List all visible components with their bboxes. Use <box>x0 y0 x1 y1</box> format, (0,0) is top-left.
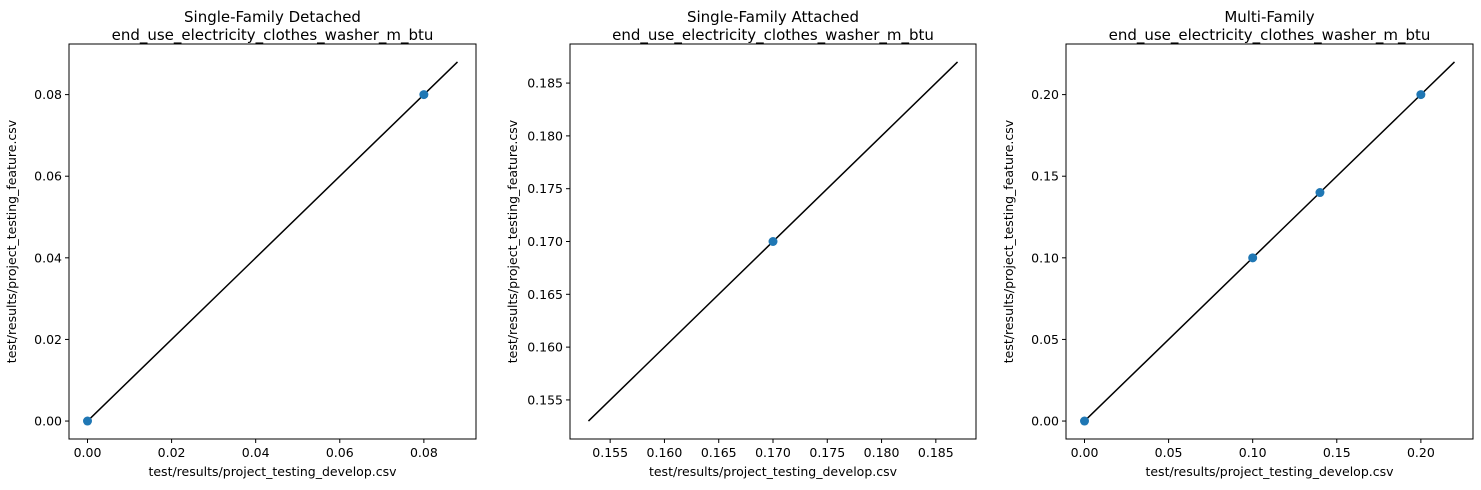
data-point <box>1080 416 1089 426</box>
chart-panel-1: Single-Family Detachedend_use_electricit… <box>4 8 477 479</box>
chart-panel-2: Single-Family Attachedend_use_electricit… <box>505 8 977 479</box>
x-axis-label: test/results/project_testing_develop.csv <box>148 464 397 479</box>
data-point <box>83 416 92 426</box>
chart-title-line-2: end_use_electricity_clothes_washer_m_btu <box>112 26 434 45</box>
y-tick-label: 0.180 <box>527 128 563 143</box>
x-tick-label: 0.10 <box>1239 445 1267 460</box>
x-tick-label: 0.165 <box>701 445 737 460</box>
chart-title-line-1: Single-Family Detached <box>184 8 361 26</box>
y-tick-label: 0.05 <box>1031 332 1059 347</box>
y-tick-label: 0.15 <box>1031 169 1059 184</box>
x-tick-label: 0.170 <box>755 445 791 460</box>
y-tick-label: 0.10 <box>1031 250 1059 265</box>
reference-line <box>86 61 459 422</box>
chart-panel-3: Multi-Familyend_use_electricity_clothes_… <box>1001 8 1474 479</box>
y-tick-label: 0.00 <box>1031 414 1059 429</box>
y-axis-label: test/results/project_testing_feature.csv <box>4 119 19 363</box>
data-point <box>1416 90 1426 100</box>
chart-title-line-1: Multi-Family <box>1224 8 1314 26</box>
x-tick-label: 0.160 <box>647 445 683 460</box>
data-point <box>1315 188 1325 198</box>
x-tick-label: 0.00 <box>1071 445 1099 460</box>
y-tick-label: 0.02 <box>34 332 62 347</box>
x-tick-label: 0.155 <box>592 445 628 460</box>
y-tick-label: 0.175 <box>527 181 563 196</box>
y-tick-label: 0.165 <box>527 287 563 302</box>
x-tick-label: 0.08 <box>410 445 438 460</box>
x-tick-label: 0.185 <box>918 445 954 460</box>
x-tick-label: 0.15 <box>1323 445 1351 460</box>
y-tick-label: 0.155 <box>527 392 563 407</box>
x-tick-label: 0.180 <box>864 445 900 460</box>
x-tick-label: 0.05 <box>1155 445 1183 460</box>
y-tick-label: 0.08 <box>34 87 62 102</box>
x-tick-label: 0.175 <box>809 445 845 460</box>
y-tick-label: 0.00 <box>34 414 62 429</box>
y-tick-label: 0.160 <box>527 340 563 355</box>
chart-title-line-2: end_use_electricity_clothes_washer_m_btu <box>1109 26 1431 45</box>
x-tick-label: 0.04 <box>242 445 270 460</box>
data-point <box>1248 253 1258 263</box>
plot-frame <box>68 43 477 440</box>
x-tick-label: 0.20 <box>1407 445 1435 460</box>
x-axis-label: test/results/project_testing_develop.csv <box>1145 464 1394 479</box>
data-point <box>768 237 778 246</box>
y-tick-label: 0.170 <box>527 234 563 249</box>
chart-title-line-2: end_use_electricity_clothes_washer_m_btu <box>612 26 934 45</box>
y-tick-label: 0.06 <box>34 169 62 184</box>
data-point <box>419 90 429 100</box>
y-tick-label: 0.20 <box>1031 87 1059 102</box>
chart-title-line-1: Single-Family Attached <box>687 8 859 26</box>
plot-frame <box>1065 43 1474 440</box>
y-tick-label: 0.04 <box>34 250 62 265</box>
y-axis-label: test/results/project_testing_feature.csv <box>505 119 520 363</box>
y-tick-label: 0.185 <box>527 76 563 91</box>
x-tick-label: 0.00 <box>74 445 102 460</box>
x-tick-label: 0.06 <box>326 445 354 460</box>
y-axis-label: test/results/project_testing_feature.csv <box>1001 119 1016 363</box>
reference-line <box>1083 61 1456 422</box>
x-tick-label: 0.02 <box>158 445 186 460</box>
x-axis-label: test/results/project_testing_develop.csv <box>649 464 898 479</box>
